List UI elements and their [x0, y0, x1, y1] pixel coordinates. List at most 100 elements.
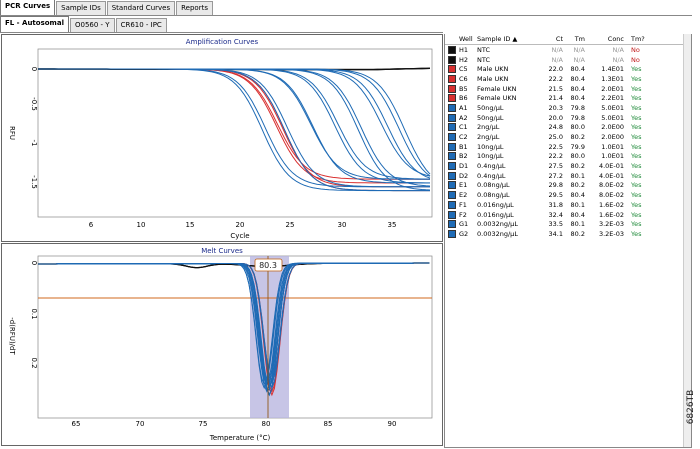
tab-pcr-curves[interactable]: PCR Curves [0, 0, 56, 15]
table-row[interactable]: B2 10ng/µL 22.2 80.0 1.0E01 Yes [445, 152, 691, 162]
table-row[interactable]: G2 0.0032ng/µL 34.1 80.2 3.2E-03 Yes [445, 229, 691, 239]
amp-curve-g2[interactable] [38, 68, 431, 175]
color-swatch-icon[interactable] [448, 229, 456, 238]
well-cell: H2 [459, 55, 469, 64]
table-row[interactable]: H1 NTC N/A N/A N/A No [445, 45, 691, 55]
header-well[interactable]: Well [459, 35, 473, 43]
amp-ytick-0: 0 [30, 67, 38, 71]
color-swatch-icon[interactable] [448, 74, 456, 83]
header-ct[interactable]: Ct [555, 35, 563, 43]
melt-xlabel: Temperature (°C) [209, 434, 271, 442]
table-row[interactable]: C1 2ng/µL 24.8 80.0 2.0E00 Yes [445, 123, 691, 133]
color-swatch-icon[interactable] [448, 55, 456, 64]
table-row[interactable]: B1 10ng/µL 22.5 79.9 1.0E01 Yes [445, 142, 691, 152]
table-row[interactable]: C6 Male UKN 22.2 80.4 1.3E01 Yes [445, 74, 691, 84]
conc-cell: 5.0E01 [601, 103, 624, 112]
amplification-title: Amplification Curves [185, 38, 259, 46]
ct-cell: N/A [551, 55, 564, 64]
header-tm-call[interactable]: Tm? [631, 35, 645, 43]
table-row[interactable]: G1 0.0032ng/µL 33.5 80.1 3.2E-03 Yes [445, 219, 691, 229]
tab-o0560-y[interactable]: O0560 - Y [69, 18, 115, 32]
tab-sample-ids[interactable]: Sample IDs [56, 1, 106, 15]
tm-cell: 80.2 [570, 181, 585, 190]
melt-plot[interactable]: Melt Curves 80.3 0 0.1 0.2 -d(RFU)/dT 65… [1, 243, 443, 446]
color-swatch-icon[interactable] [448, 191, 456, 200]
well-cell: A2 [459, 113, 468, 122]
tab-standard-curves[interactable]: Standard Curves [106, 1, 176, 15]
table-row[interactable]: F2 0.016ng/µL 32.4 80.4 1.6E-02 Yes [445, 210, 691, 220]
table-row[interactable]: C2 2ng/µL 25.0 80.2 2.0E00 Yes [445, 132, 691, 142]
amplification-plot[interactable]: Amplification Curves 0 -0.5 -1 -1.5 RFU … [1, 34, 443, 242]
color-swatch-icon[interactable] [448, 123, 456, 132]
amplification-chart[interactable]: 0 -0.5 -1 -1.5 RFU 6 10 15 20 25 30 35 C… [2, 35, 442, 241]
tab-fl-autosomal[interactable]: FL - Autosomal [0, 16, 69, 32]
tm-call-cell: Yes [631, 210, 642, 219]
table-scrollbar[interactable] [683, 34, 691, 447]
ct-cell: 24.8 [548, 123, 563, 132]
header-sample-id[interactable]: Sample ID ▲ [477, 35, 518, 43]
tm-call-cell: Yes [631, 200, 642, 209]
main-tab-bar: PCR Curves Sample IDs Standard Curves Re… [0, 0, 692, 16]
ct-cell: 31.8 [548, 200, 563, 209]
row-color-swatch [445, 200, 459, 209]
table-row[interactable]: A2 50ng/µL 20.0 79.8 5.0E01 Yes [445, 113, 691, 123]
header-conc[interactable]: Conc [607, 35, 624, 43]
sample-id-cell: 0.016ng/µL [477, 210, 514, 219]
color-swatch-icon[interactable] [448, 200, 456, 209]
sample-id-cell: Female UKN [477, 94, 517, 103]
sample-id-cell: 10ng/µL [477, 142, 504, 151]
color-swatch-icon[interactable] [448, 171, 456, 180]
color-swatch-icon[interactable] [448, 113, 456, 122]
color-swatch-icon[interactable] [448, 133, 456, 142]
tm-call-cell: Yes [631, 229, 642, 238]
row-color-swatch [445, 74, 459, 83]
ct-cell: 22.0 [548, 65, 563, 74]
color-swatch-icon[interactable] [448, 162, 456, 171]
table-row[interactable]: B6 Female UKN 21.4 80.4 2.2E01 Yes [445, 93, 691, 103]
tm-call-cell: Yes [631, 181, 642, 190]
table-row[interactable]: D2 0.4ng/µL 27.2 80.1 4.0E-01 Yes [445, 171, 691, 181]
tm-cell: 80.4 [570, 191, 585, 200]
color-swatch-icon[interactable] [448, 84, 456, 93]
tm-cell: 80.2 [570, 229, 585, 238]
melt-curve-g2[interactable] [38, 262, 430, 397]
tab-cr610-ipc[interactable]: CR610 - IPC [115, 18, 167, 32]
amp-xtick-2: 15 [186, 221, 195, 229]
well-cell: A1 [459, 103, 468, 112]
color-swatch-icon[interactable] [448, 103, 456, 112]
table-row[interactable]: F1 0.016ng/µL 31.8 80.1 1.6E-02 Yes [445, 200, 691, 210]
color-swatch-icon[interactable] [448, 65, 456, 74]
tab-reports[interactable]: Reports [176, 1, 213, 15]
conc-cell: 3.2E-03 [598, 220, 624, 229]
table-row[interactable]: E1 0.08ng/µL 29.8 80.2 8.0E-02 Yes [445, 181, 691, 191]
tm-cell: 80.1 [570, 200, 585, 209]
table-row[interactable]: D1 0.4ng/µL 27.5 80.2 4.0E-01 Yes [445, 161, 691, 171]
color-swatch-icon[interactable] [448, 152, 456, 161]
melt-xtick-2: 75 [199, 420, 208, 428]
tm-cell: 79.9 [570, 142, 585, 151]
well-cell: C2 [459, 133, 468, 142]
tm-cell: 79.8 [570, 113, 585, 122]
table-row[interactable]: C5 Male UKN 22.0 80.4 1.4E01 Yes [445, 64, 691, 74]
table-row[interactable]: H2 NTC N/A N/A N/A No [445, 55, 691, 65]
table-row[interactable]: E2 0.08ng/µL 29.5 80.4 8.0E-02 Yes [445, 190, 691, 200]
results-table: Well Sample ID ▲ Ct Tm Conc Tm? H1 NTC N/A… [444, 34, 692, 448]
sample-id-cell: 0.0032ng/µL [477, 220, 518, 229]
color-swatch-icon[interactable] [448, 142, 456, 151]
table-row[interactable]: A1 50ng/µL 20.3 79.8 5.0E01 Yes [445, 103, 691, 113]
color-swatch-icon[interactable] [448, 45, 456, 54]
sample-id-cell: 0.08ng/µL [477, 181, 510, 190]
amp-xtick-0: 6 [89, 221, 94, 229]
ct-cell: 33.5 [548, 220, 563, 229]
table-row[interactable]: B5 Female UKN 21.5 80.4 2.0E01 Yes [445, 84, 691, 94]
color-swatch-icon[interactable] [448, 94, 456, 103]
tm-call-cell: Yes [631, 162, 642, 171]
row-color-swatch [445, 65, 459, 74]
table-body: H1 NTC N/A N/A N/A No H2 NTC N/A N/A N/A No C5 Male U… [445, 45, 691, 239]
header-tm[interactable]: Tm [574, 35, 585, 43]
color-swatch-icon[interactable] [448, 220, 456, 229]
color-swatch-icon[interactable] [448, 181, 456, 190]
amp-xtick-6: 35 [388, 221, 397, 229]
melt-chart[interactable]: 80.3 0 0.1 0.2 -d(RFU)/dT 65 70 75 80 85… [2, 244, 442, 445]
color-swatch-icon[interactable] [448, 210, 456, 219]
